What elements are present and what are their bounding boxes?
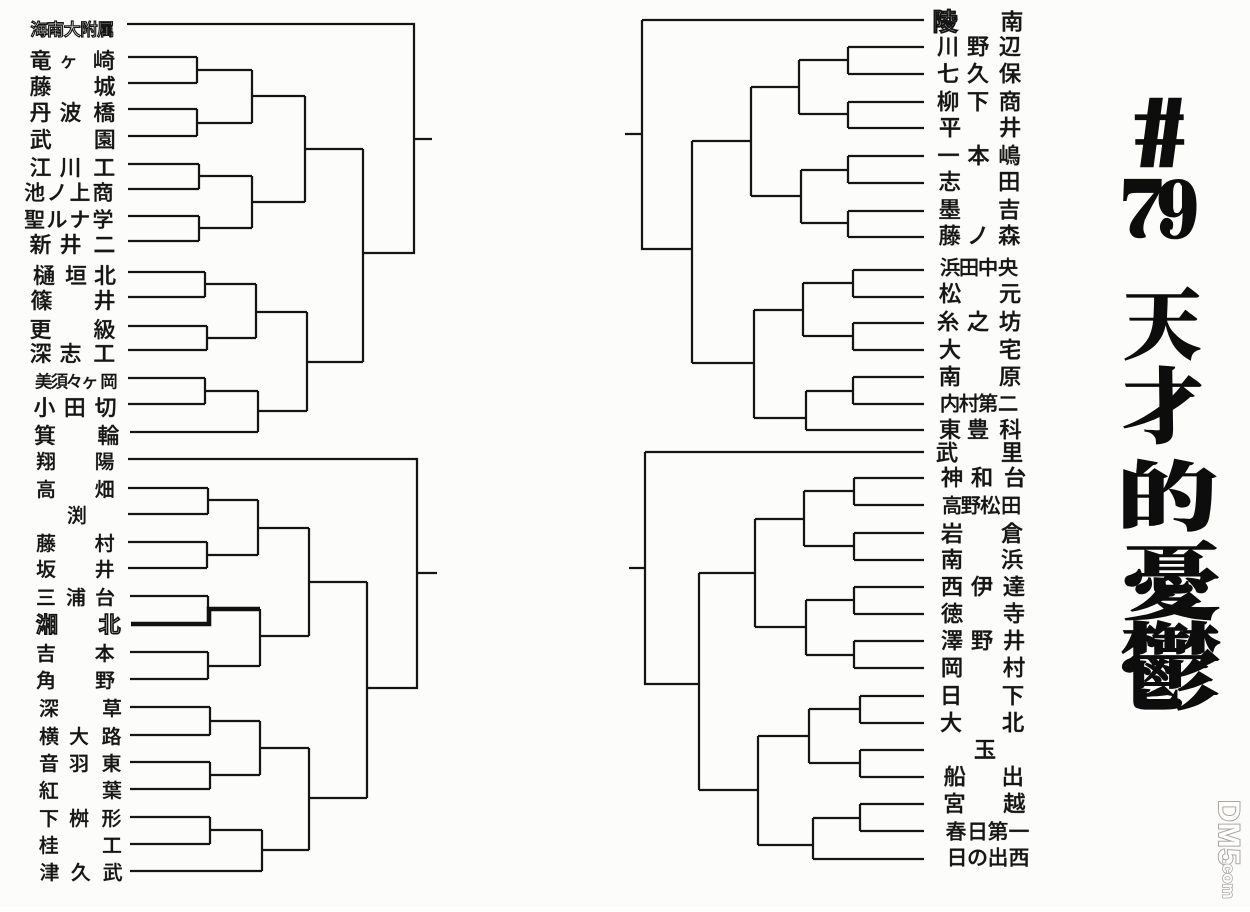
svg-text:.com: .com <box>1219 859 1238 899</box>
svg-text:DM5: DM5 <box>1212 800 1245 866</box>
